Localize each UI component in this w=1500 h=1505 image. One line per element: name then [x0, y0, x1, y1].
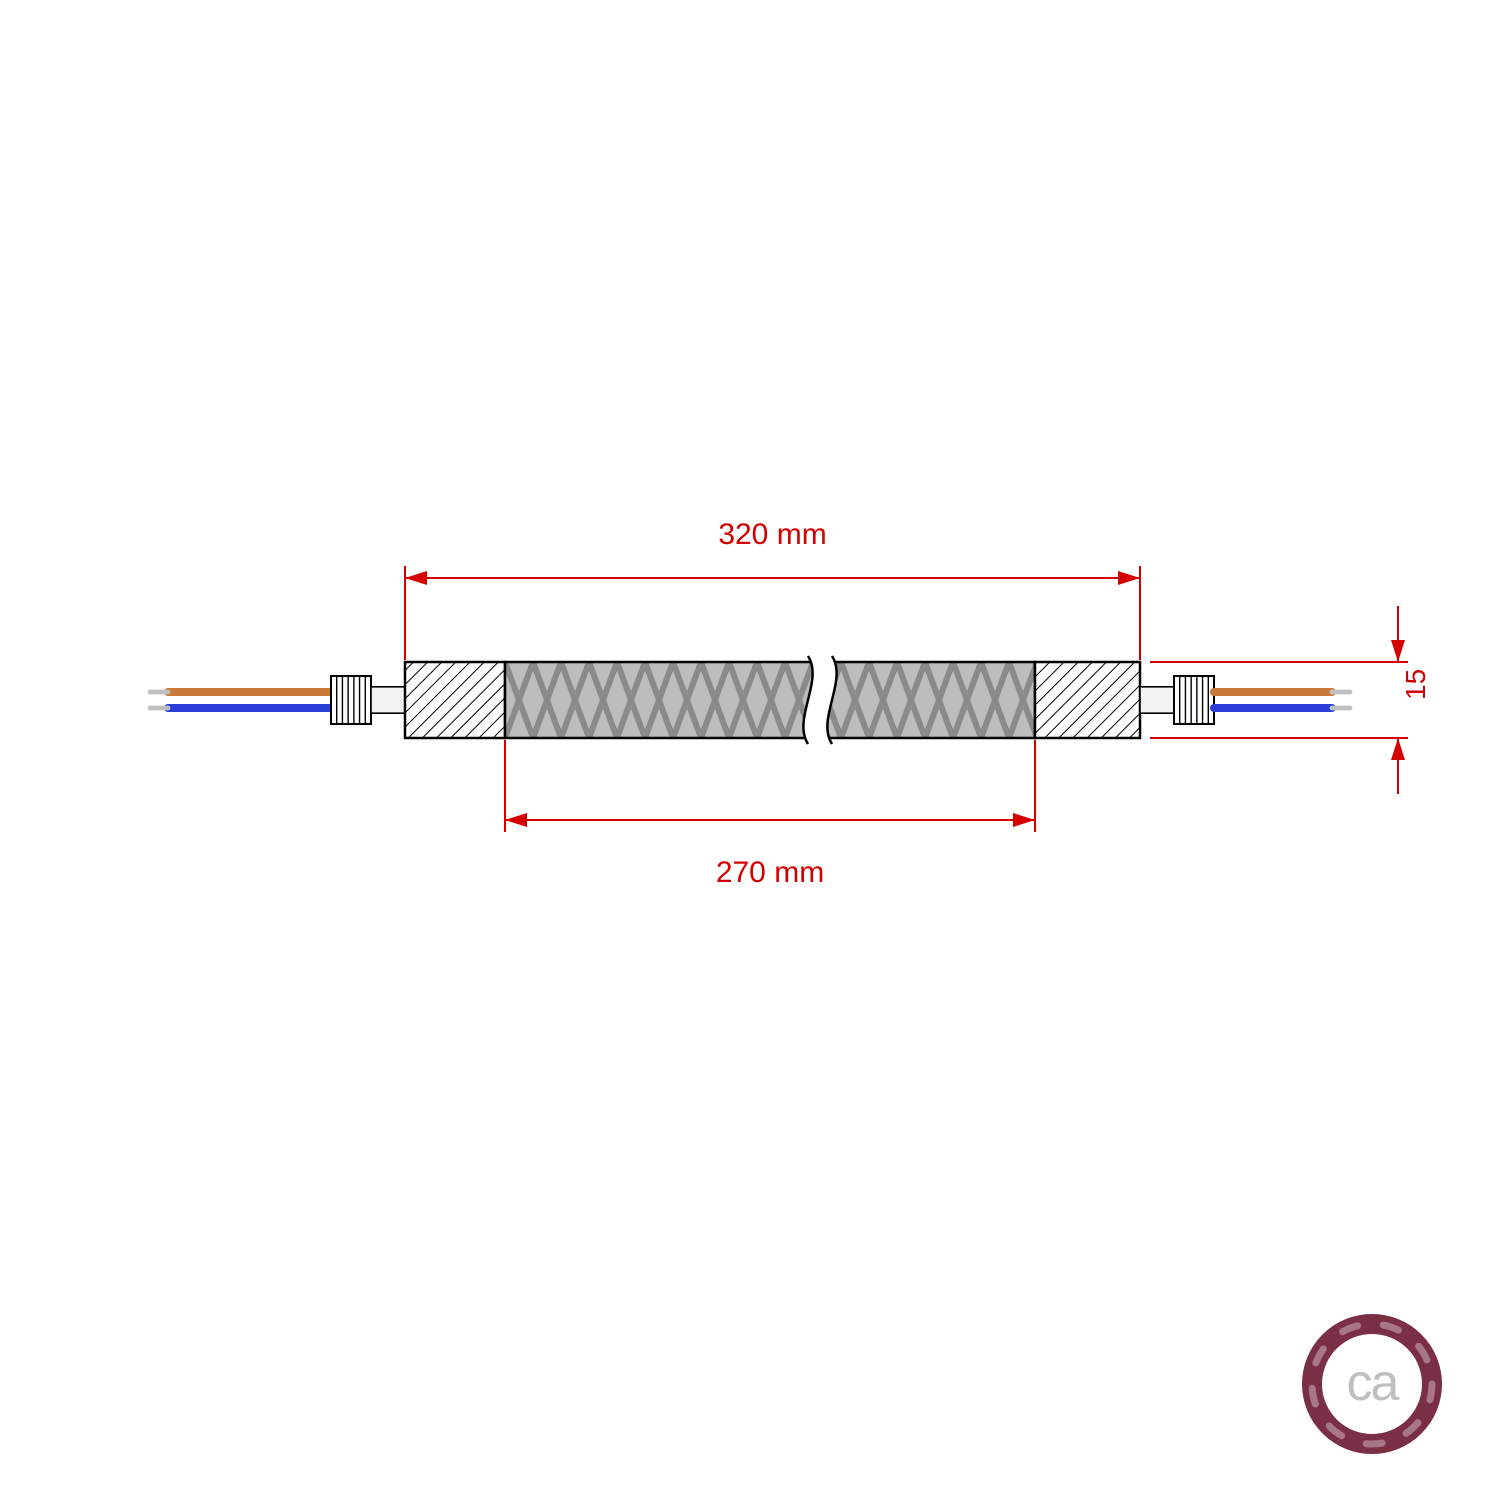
brand-logo-text: ca	[1347, 1353, 1398, 1413]
dimension-label-right: 15	[1400, 669, 1432, 700]
diagram-svg	[0, 0, 1500, 1500]
brand-logo: ca	[1298, 1310, 1446, 1458]
dimension-label-top: 320 mm	[718, 518, 826, 552]
diagram-stage: 320 mm 270 mm 15 ca	[0, 0, 1500, 1500]
dimension-label-bottom: 270 mm	[716, 856, 824, 890]
